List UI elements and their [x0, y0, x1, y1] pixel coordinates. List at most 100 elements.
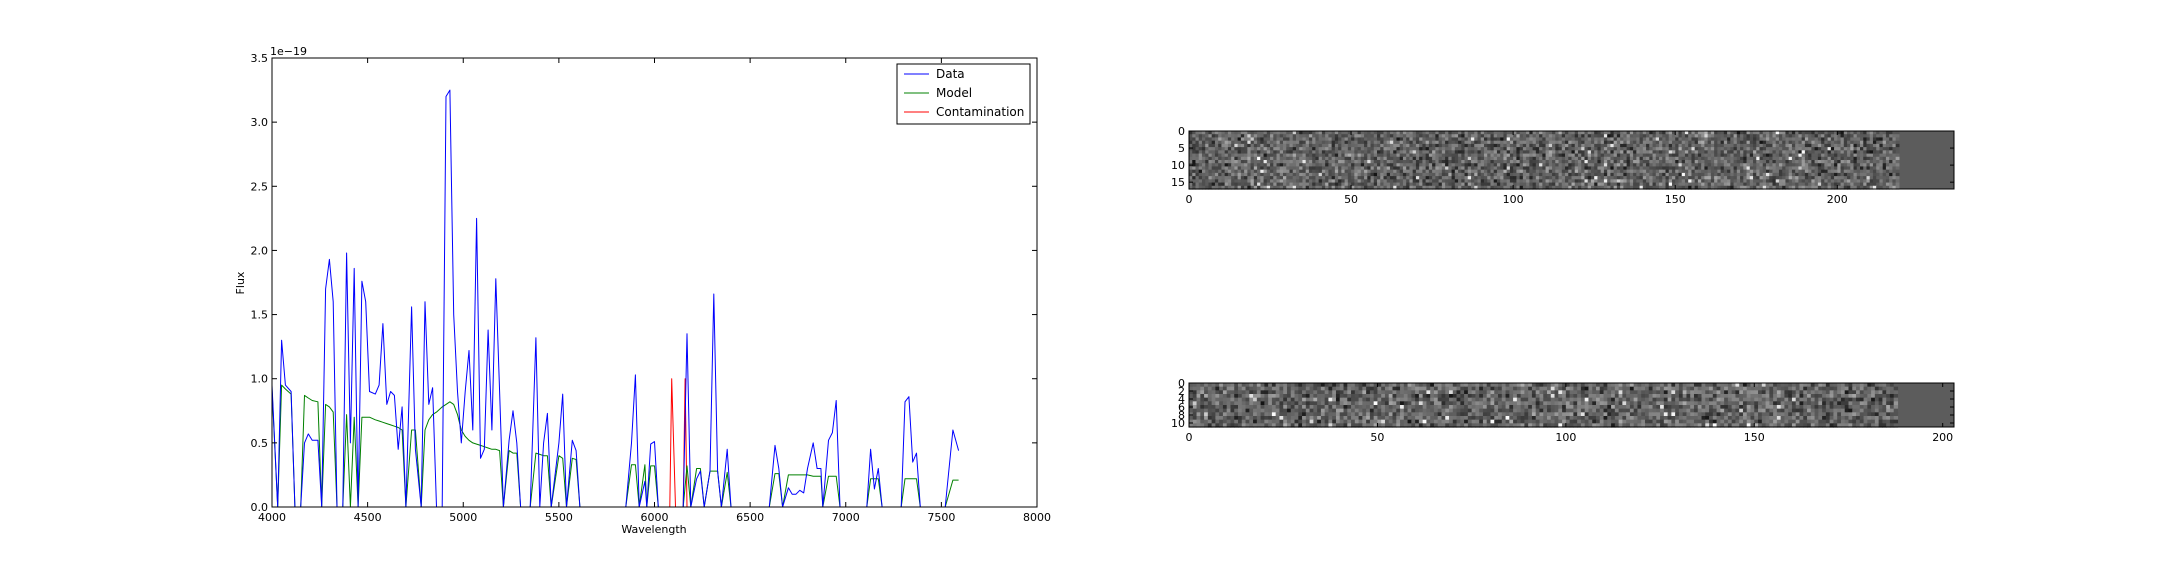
image-pixel: [1691, 143, 1696, 148]
image-pixel: [1876, 131, 1881, 135]
image-pixel: [1399, 163, 1404, 168]
image-pixel: [1847, 153, 1851, 158]
image-pixel: [1616, 131, 1621, 135]
image-pixel: [1837, 156, 1842, 161]
image-pixel: [1360, 182, 1365, 187]
image-pixel: [1804, 156, 1809, 161]
image-pixel: [1516, 153, 1521, 158]
image-pixel: [1856, 163, 1861, 168]
image-pixel: [1834, 169, 1838, 174]
image-pixel: [1357, 140, 1362, 145]
image-pixel: [1817, 185, 1822, 190]
image-pixel: [1829, 390, 1835, 395]
image-pixel: [1344, 172, 1349, 177]
image-pixel: [1775, 176, 1780, 180]
image-pixel: [1688, 143, 1693, 148]
image-pixel: [1785, 160, 1790, 164]
image-pixel: [1522, 182, 1527, 187]
image-pixel: [1415, 134, 1420, 139]
image-pixel: [1270, 150, 1274, 155]
image-pixel: [1588, 394, 1593, 399]
image-pixel: [1733, 134, 1738, 139]
image-pixel: [1299, 185, 1304, 190]
image-pixel: [1482, 390, 1488, 395]
image-pixel: [1519, 163, 1524, 168]
image-pixel: [1824, 143, 1829, 148]
image-pixel: [1451, 143, 1456, 148]
image-pixel: [1402, 160, 1407, 164]
image-pixel: [1256, 397, 1262, 402]
image-pixel: [1215, 394, 1220, 399]
image-pixel: [1833, 397, 1838, 402]
image-pixel: [1195, 172, 1200, 177]
image-pixel: [1222, 386, 1228, 391]
image-pixel: [1289, 172, 1294, 177]
image-pixel: [1818, 386, 1823, 391]
image-pixel: [1419, 153, 1423, 158]
image-pixel: [1749, 160, 1754, 164]
image-pixel: [1438, 169, 1443, 174]
image-pixel: [1354, 143, 1359, 148]
image-pixel: [1396, 383, 1401, 388]
image-pixel: [1639, 156, 1644, 161]
image-pixel: [1247, 156, 1252, 161]
image-pixel: [1863, 182, 1868, 187]
image-pixel: [1221, 150, 1226, 155]
image-pixel: [1445, 156, 1449, 161]
image-pixel: [1548, 134, 1553, 139]
image-pixel: [1594, 143, 1599, 148]
image-pixel: [1885, 143, 1890, 148]
image-pixel: [1561, 182, 1566, 187]
image-pixel: [1399, 131, 1404, 135]
image-pixel: [1526, 176, 1530, 180]
image-pixel: [1412, 131, 1417, 135]
image-pixel: [1843, 137, 1848, 142]
image-pixel: [1769, 131, 1774, 135]
image-pixel: [1493, 185, 1498, 190]
image-pixel: [1616, 143, 1621, 148]
image-pixel: [1704, 131, 1709, 135]
image-pixel: [1863, 394, 1868, 399]
image-pixel: [1454, 163, 1459, 168]
image-pixel: [1328, 386, 1333, 391]
image-pixel: [1701, 386, 1706, 391]
image-pixel: [1710, 140, 1715, 145]
image-pixel: [1843, 153, 1848, 158]
image-pixel: [1568, 182, 1573, 187]
image-pixel: [1451, 182, 1456, 187]
image-pixel: [1321, 143, 1326, 148]
image-pixel: [1574, 143, 1579, 148]
image-pixel: [1555, 134, 1560, 139]
image-pixel: [1253, 143, 1258, 148]
image-pixel: [1876, 163, 1881, 168]
image-pixel: [1454, 137, 1459, 142]
image-pixel: [1879, 169, 1884, 174]
image-pixel: [1759, 156, 1764, 161]
image-pixel: [1334, 137, 1339, 142]
image-pixel: [1736, 150, 1741, 155]
image-pixel: [1665, 131, 1670, 135]
image-pixel: [1817, 150, 1822, 155]
image-pixel: [1321, 172, 1326, 177]
image-pixel: [1393, 160, 1398, 164]
image-pixel: [1532, 134, 1537, 139]
image-pixel: [1740, 147, 1744, 151]
image-pixel: [1552, 153, 1556, 158]
image-pixel: [1221, 134, 1226, 139]
image-pixel: [1697, 156, 1702, 161]
image-pixel: [1659, 140, 1663, 145]
image-pixel: [1684, 147, 1689, 151]
image-pixel: [1561, 153, 1566, 158]
image-pixel: [1298, 394, 1303, 399]
image-pixel: [1432, 163, 1436, 168]
image-pixel: [1740, 153, 1744, 158]
image-pixel: [1682, 397, 1688, 402]
image-pixel: [1240, 143, 1245, 148]
x-tick-label: 5000: [449, 511, 477, 524]
image-pixel: [1756, 140, 1761, 145]
image-pixel: [1445, 134, 1449, 139]
image-pixel: [1231, 163, 1235, 168]
image-pixel: [1801, 185, 1806, 190]
image-pixel: [1795, 147, 1800, 151]
image-pixel: [1438, 156, 1443, 161]
